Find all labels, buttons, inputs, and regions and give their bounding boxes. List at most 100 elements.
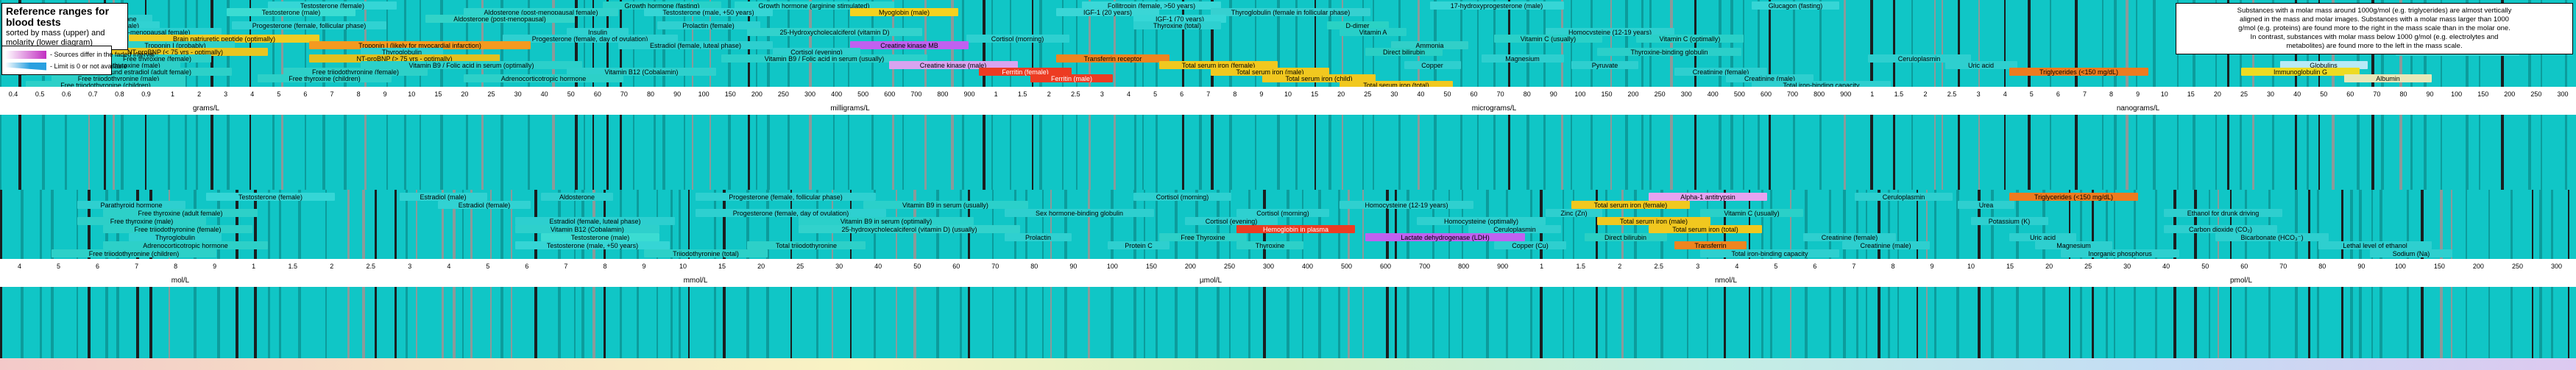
reference-range-bar[interactable]: Free triiodothyronine (children) <box>52 249 216 257</box>
reference-range-bar[interactable]: Testosterone (male) <box>541 233 659 241</box>
reference-range-bar[interactable]: Homocysteine (12-19 years) <box>1340 201 1473 209</box>
reference-range-bar[interactable]: Potassium (K) <box>1970 217 2048 225</box>
reference-range-bar[interactable]: Thyroxine (total) <box>1133 21 1221 29</box>
reference-range-bar[interactable]: Copper <box>1404 61 1461 69</box>
reference-range-bar[interactable]: Thyroglobulin <box>129 233 222 241</box>
reference-range-bar[interactable]: Ferritin (male) <box>1030 74 1113 82</box>
reference-range-bar[interactable]: Vitamin C (usually) <box>1494 35 1602 43</box>
reference-range-bar[interactable]: Estradiol (male) <box>399 193 487 201</box>
reference-range-bar[interactable]: Inorganic phosphorus <box>2061 249 2179 257</box>
reference-range-bar[interactable]: Free protein bound estradiol (adult fema… <box>26 68 232 76</box>
reference-range-bar[interactable]: Ceruloplasmin <box>1855 193 1953 201</box>
reference-range-bar[interactable]: Estradiol (female, luteal phase) <box>618 41 773 49</box>
reference-range-bar[interactable]: Cortisol (evening) <box>1185 217 1278 225</box>
reference-range-bar[interactable]: Creatinine (female) <box>1674 68 1767 76</box>
reference-range-bar[interactable]: Brain natriuretic peptide (optimally) <box>129 35 319 43</box>
reference-range-bar[interactable]: Total serum iron (child) <box>1262 74 1376 82</box>
reference-range-bar[interactable]: Testosterone (male, +50 years) <box>644 8 773 16</box>
reference-range-bar[interactable]: Cortisol (morning) <box>1236 209 1329 217</box>
reference-range-bar[interactable]: Total serum iron (female) <box>1571 201 1690 209</box>
reference-range-bar[interactable]: Insulin <box>567 28 629 36</box>
reference-range-bar[interactable]: Magnesium <box>2035 241 2112 249</box>
reference-range-bar[interactable]: Free Thyroxine <box>1159 233 1247 241</box>
reference-range-bar[interactable]: Direct bilirubin <box>1365 48 1443 56</box>
reference-range-bar[interactable]: Lethal level of ethanol <box>2318 241 2432 249</box>
reference-range-bar[interactable]: Glucagon (fasting) <box>1752 1 1839 10</box>
reference-range-bar[interactable]: Troponin I (likely for myocardial infarc… <box>309 41 531 49</box>
reference-range-bar[interactable]: Vitamin B9 / Folic acid in serum (usuall… <box>721 54 927 63</box>
reference-range-bar[interactable]: Free thyroxine (adult female) <box>103 209 258 217</box>
reference-range-bar[interactable]: Total serum iron (male) <box>1597 217 1710 225</box>
reference-range-bar[interactable]: Parathyroid hormone <box>77 201 185 209</box>
reference-range-bar[interactable]: Thyroxine-binding globulin <box>1597 48 1741 56</box>
reference-range-bar[interactable]: Pyruvate <box>1571 61 1638 69</box>
reference-range-bar[interactable]: Total serum iron (male) <box>1211 68 1329 76</box>
reference-range-bar[interactable]: Ceruloplasmin <box>1867 54 1971 63</box>
reference-range-bar[interactable]: Triiodothyronine (total) <box>644 249 768 257</box>
reference-range-bar[interactable]: Thyroglobulin (female in follicular phas… <box>1211 8 1370 16</box>
reference-range-bar[interactable]: Free thyroxine (male) <box>77 61 180 69</box>
reference-range-bar[interactable]: Immunoglobulin G <box>2241 68 2360 76</box>
reference-range-bar[interactable]: Magnesium <box>1481 54 1564 63</box>
reference-range-bar[interactable]: Vitamin B9 in serum (usually) <box>863 201 1028 209</box>
reference-range-bar[interactable]: Free triiodothyronine (children) <box>26 81 185 89</box>
reference-range-bar[interactable]: Protein C <box>1108 241 1170 249</box>
reference-range-bar[interactable]: Uric acid <box>2009 233 2076 241</box>
reference-range-bar[interactable]: Growth hormone (arginine stimulated) <box>734 1 894 10</box>
reference-range-bar[interactable]: Total serum iron (total) <box>1340 81 1453 89</box>
reference-range-bar[interactable]: Free triiodothyronine (male) <box>52 74 185 82</box>
reference-range-bar[interactable]: Estradiol (female) <box>438 201 531 209</box>
reference-range-bar[interactable]: Aldosterone (post-menopausal) <box>425 15 575 23</box>
reference-range-bar[interactable]: Testosterone (male, +50 years) <box>515 241 670 249</box>
reference-range-bar[interactable]: Alpha-1 antitrypsin <box>1649 193 1767 201</box>
reference-range-bar[interactable]: Creatinine (male) <box>1841 241 1930 249</box>
reference-range-bar[interactable]: Cortisol (morning) <box>1133 193 1231 201</box>
reference-range-bar[interactable]: Total serum iron (female) <box>1159 61 1278 69</box>
reference-range-bar[interactable]: Creatine kinase (male) <box>888 61 1018 69</box>
reference-range-bar[interactable]: Free thyroxine (female) <box>103 54 211 63</box>
reference-range-bar[interactable]: Creatinine (female) <box>1803 233 1896 241</box>
reference-range-bar[interactable]: Sex hormone-binding globulin <box>1005 209 1154 217</box>
reference-range-bar[interactable]: Prolactin (female) <box>657 21 760 29</box>
reference-range-bar[interactable]: Transferrin receptor <box>1056 54 1170 63</box>
reference-range-bar[interactable]: Vitamin B12 (Cobalamin) <box>567 68 716 76</box>
reference-range-bar[interactable]: Ceruloplasmin <box>1468 225 1561 233</box>
reference-range-bar[interactable]: Total iron-binding capacity <box>1752 81 1891 89</box>
reference-range-bar[interactable]: Urea <box>1958 201 2014 209</box>
reference-range-bar[interactable]: Bicarbonate (HCO₃⁻) <box>2215 233 2329 241</box>
reference-range-bar[interactable]: Myoglobin (male) <box>850 8 958 16</box>
reference-range-bar[interactable]: Creatinine (male) <box>1726 74 1814 82</box>
reference-range-bar[interactable]: Total triiodothyronine <box>747 241 866 249</box>
reference-range-bar[interactable]: Follitropin (female, >50 years) <box>1082 1 1221 10</box>
reference-range-bar[interactable]: Homocysteine (optimally) <box>1417 217 1546 225</box>
reference-range-bar[interactable]: Triglycerides (<150 mg/dL) <box>2009 68 2148 76</box>
reference-range-bar[interactable]: Testosterone (female) <box>206 193 335 201</box>
reference-range-bar[interactable]: Cortisol (morning) <box>966 35 1069 43</box>
reference-range-bar[interactable]: Carbon dioxide (CO₂) <box>2164 225 2277 233</box>
reference-range-bar[interactable]: Hemoglobin in plasma <box>1236 225 1355 233</box>
reference-range-bar[interactable]: Vitamin C (usually) <box>1700 209 1803 217</box>
reference-range-bar[interactable]: Growth hormone (fasting) <box>603 1 721 10</box>
reference-range-bar[interactable]: Aldosterone (post-menopausal female) <box>464 8 618 16</box>
reference-range-bar[interactable]: Testosterone (male) <box>227 8 355 16</box>
reference-range-bar[interactable]: D-dimer <box>1326 21 1389 29</box>
reference-range-bar[interactable]: Triglycerides (<150 mg/dL) <box>2009 193 2138 201</box>
reference-range-bar[interactable]: Progesterone (female, follicular phase) <box>696 193 876 201</box>
reference-range-bar[interactable]: Free thyroxine (children) <box>258 74 392 82</box>
reference-range-bar[interactable]: Troponin I (probably) <box>116 41 235 49</box>
reference-range-bar[interactable]: NT-proBNP (> 75 yrs - optimally) <box>309 54 500 63</box>
reference-range-bar[interactable]: Vitamin A <box>1340 28 1406 36</box>
reference-range-bar[interactable]: Sodium (Na) <box>2370 249 2452 257</box>
reference-range-bar[interactable]: Total iron-binding capacity <box>1700 249 1839 257</box>
reference-range-bar[interactable]: Transferrin <box>1674 241 1747 249</box>
reference-range-bar[interactable]: Aldosterone <box>541 193 613 201</box>
reference-range-bar[interactable]: Thyroxine <box>1236 241 1303 249</box>
reference-range-bar[interactable]: Progesterone (female, day of ovulation) <box>696 209 886 217</box>
reference-range-bar[interactable]: IGF-1 (70 years) <box>1133 15 1226 23</box>
reference-range-bar[interactable]: IGF-1 (20 years) <box>1056 8 1159 16</box>
reference-range-bar[interactable]: Albumin <box>2344 74 2432 82</box>
reference-range-bar[interactable]: Cortisol (evening) <box>773 48 860 56</box>
reference-range-bar[interactable]: Creatine kinase MB <box>850 41 969 49</box>
reference-range-bar[interactable]: Free thyroxine (male) <box>77 217 206 225</box>
reference-range-bar[interactable]: Vitamin B12 (Cobalamin) <box>515 225 659 233</box>
